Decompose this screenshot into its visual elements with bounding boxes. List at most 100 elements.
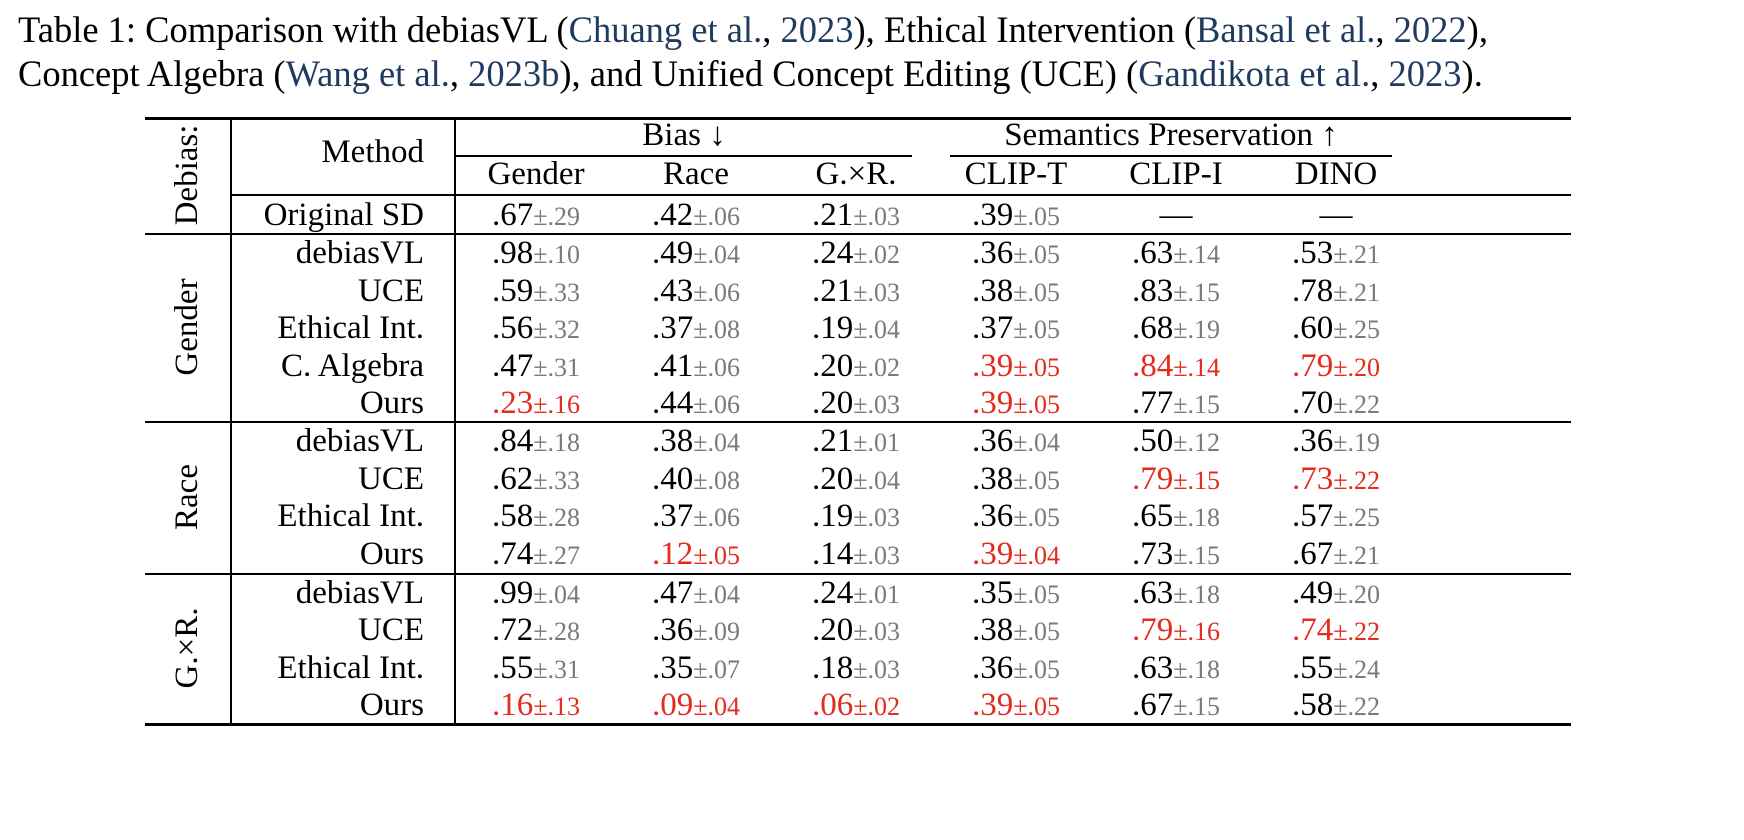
cell-mean: .06 [811, 687, 854, 723]
std-value: .01 [867, 428, 901, 457]
plus-minus: ± [533, 390, 548, 419]
cell-std: ±.06 [693, 353, 740, 382]
cell-mean: .67 [491, 197, 534, 233]
cell-mean: .42 [651, 197, 694, 233]
cell-mean: .78 [1291, 273, 1334, 309]
table-cell: .43±.06 [616, 271, 776, 313]
cell-std: ±.01 [853, 428, 900, 457]
cell-mean: .41 [651, 348, 694, 384]
plus-minus: ± [1173, 466, 1188, 495]
cell-std: ±.04 [693, 692, 740, 721]
citation-link[interactable]: Gandikota et al., 2023 [1138, 53, 1461, 94]
caption-line-1: Table 1: Comparison with debiasVL (Chuan… [18, 8, 1738, 52]
std-value: .15 [1187, 278, 1221, 307]
plus-minus: ± [533, 428, 548, 457]
cell-std: ±.03 [853, 278, 900, 307]
plus-minus: ± [1013, 655, 1028, 684]
table-cell: .63±.14 [1096, 233, 1256, 275]
citation-year: 2023 [1388, 53, 1462, 94]
bias-group-header: Bias ↓ [642, 117, 726, 153]
table-cell: .58±.22 [1256, 685, 1416, 727]
cell-mean: .72 [491, 612, 534, 648]
cell-mean: .21 [811, 273, 854, 309]
plus-minus: ± [1333, 240, 1348, 269]
table-cell: .70±.22 [1256, 383, 1416, 425]
method-name: debiasVL [295, 423, 424, 459]
table-cell: .67±.21 [1256, 534, 1416, 576]
plus-minus: ± [1013, 580, 1028, 609]
plus-minus: ± [1013, 353, 1028, 382]
std-value: .22 [1347, 390, 1381, 419]
top-rule [145, 117, 1571, 120]
table-cell: .38±.05 [936, 610, 1096, 652]
column-header-clip-i: CLIP-I [1129, 156, 1223, 192]
table-cell: .55±.24 [1256, 648, 1416, 690]
cell-mean: .36 [971, 650, 1014, 686]
std-value: .05 [1027, 315, 1061, 344]
table-cell: .19±.03 [776, 496, 936, 538]
plus-minus: ± [853, 202, 868, 231]
cell-std: ±.06 [693, 503, 740, 532]
caption-line-2: Concept Algebra (Wang et al., 2023b), an… [18, 52, 1738, 96]
cell-mean: .24 [811, 235, 854, 271]
cell-std: ±.31 [533, 655, 580, 684]
cell-mean: .73 [1291, 461, 1334, 497]
cell-mean: .77 [1131, 385, 1174, 421]
citation-link[interactable]: Bansal et al., 2022 [1196, 9, 1467, 50]
std-value: .22 [1347, 692, 1381, 721]
cell-mean: .62 [491, 461, 534, 497]
std-value: .01 [867, 580, 901, 609]
cell-std: ±.18 [533, 428, 580, 457]
cell-mean: .37 [971, 310, 1014, 346]
cell-mean: .53 [1291, 235, 1334, 271]
bottom-rule [145, 723, 1571, 726]
table-cell: .12±.05 [616, 534, 776, 576]
method-name: UCE [358, 273, 424, 309]
plus-minus: ± [533, 655, 548, 684]
cell-std: ±.03 [853, 617, 900, 646]
std-value: .03 [867, 390, 901, 419]
cell-mean: .47 [651, 575, 694, 611]
table-cell: .57±.25 [1256, 496, 1416, 538]
cell-std: ±.01 [853, 580, 900, 609]
plus-minus: ± [853, 541, 868, 570]
plus-minus: ± [853, 240, 868, 269]
plus-minus: ± [1333, 278, 1348, 307]
method-name: C. Algebra [281, 348, 424, 384]
cell-std: ±.05 [1013, 580, 1060, 609]
cell-mean: .49 [651, 235, 694, 271]
citation-link[interactable]: Chuang et al., 2023 [569, 9, 854, 50]
cell-mean: .67 [1291, 536, 1334, 572]
cell-mean: .83 [1131, 273, 1174, 309]
plus-minus: ± [533, 353, 548, 382]
table-cell: .63±.18 [1096, 648, 1256, 690]
table-cell: .41±.06 [616, 346, 776, 388]
cell-std: ±.04 [1013, 428, 1060, 457]
table-cell: .44±.06 [616, 383, 776, 425]
cell-std: ±.22 [1333, 466, 1380, 495]
cell-mean: .40 [651, 461, 694, 497]
plus-minus: ± [693, 503, 708, 532]
std-value: .04 [707, 692, 741, 721]
citation-year: 2023 [780, 9, 854, 50]
plus-minus: ± [853, 278, 868, 307]
table-cell: .83±.15 [1096, 271, 1256, 313]
cell-std: ±.16 [533, 390, 580, 419]
citation-link[interactable]: Wang et al., 2023b [286, 53, 560, 94]
table-cell: .58±.28 [456, 496, 616, 538]
cell-mean: .67 [1131, 687, 1174, 723]
cell-std: ±.22 [1333, 692, 1380, 721]
plus-minus: ± [533, 466, 548, 495]
std-value: .28 [547, 617, 581, 646]
cell-mean: .35 [651, 650, 694, 686]
cell-mean: .16 [491, 687, 534, 723]
cell-mean: .38 [971, 612, 1014, 648]
std-value: .03 [867, 655, 901, 684]
plus-minus: ± [693, 390, 708, 419]
cell-std: ±.04 [853, 466, 900, 495]
cell-std: ±.04 [853, 315, 900, 344]
group-label-gender: Gender [169, 278, 205, 376]
table-cell: .36±.04 [936, 421, 1096, 463]
table-cell: .68±.19 [1096, 308, 1256, 350]
std-value: .08 [707, 315, 741, 344]
